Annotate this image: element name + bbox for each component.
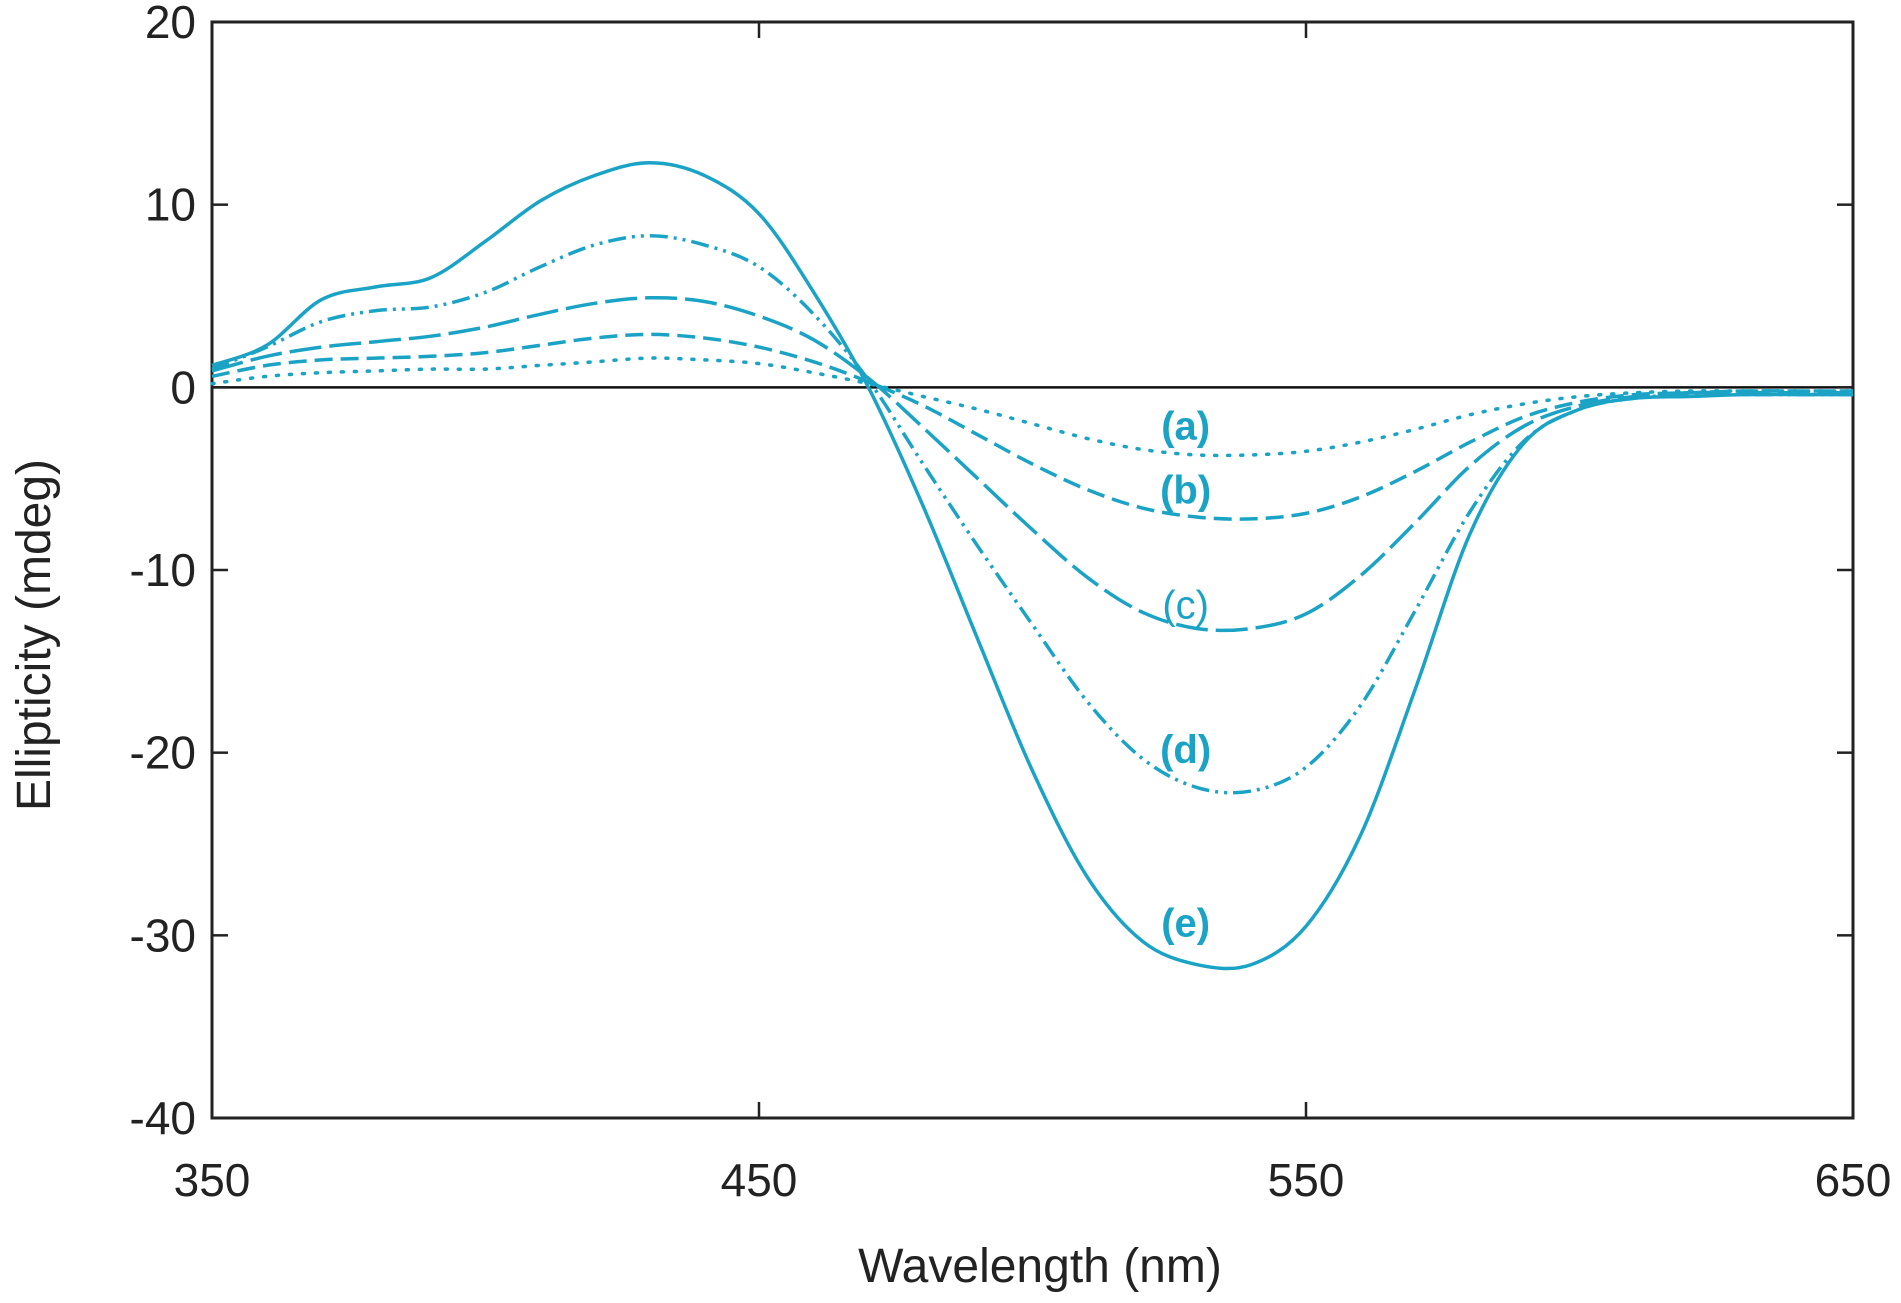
x-tick-label: 350 <box>174 1154 251 1206</box>
y-tick-label: -20 <box>130 727 196 779</box>
y-tick-label: -40 <box>130 1092 196 1144</box>
y-tick-label: -30 <box>130 909 196 961</box>
series-line-e <box>211 160 1853 971</box>
series-line-c <box>211 295 1853 633</box>
y-tick-label: 10 <box>145 179 196 231</box>
ticks-layer: 350 450 550 650 20 10 0 -10 -20 -30 -40 <box>130 0 1892 1206</box>
series-line-a <box>210 356 1855 458</box>
x-axis-label: Wavelength (nm) <box>858 1240 1222 1293</box>
x-tick-label: 650 <box>1815 1154 1892 1206</box>
series-annotation-label: (a) <box>1161 405 1210 449</box>
x-tick-label: 550 <box>1268 1154 1345 1206</box>
annotation-layer: (a) (b) (c) (d) (e) <box>1160 405 1211 946</box>
y-tick-label: 20 <box>145 0 196 48</box>
series-annotation-label: (e) <box>1161 902 1210 946</box>
series-layer <box>210 160 1855 971</box>
y-tick-label: -10 <box>130 544 196 596</box>
series-annotation-label: (c) <box>1162 584 1209 628</box>
y-tick-label: 0 <box>170 361 196 413</box>
y-axis-label: Ellipticity (mdeg) <box>8 459 61 811</box>
series-line-b <box>211 332 1853 521</box>
series-annotation-label: (b) <box>1160 469 1211 513</box>
series-annotation-label: (d) <box>1160 728 1211 772</box>
x-tick-label: 450 <box>721 1154 798 1206</box>
